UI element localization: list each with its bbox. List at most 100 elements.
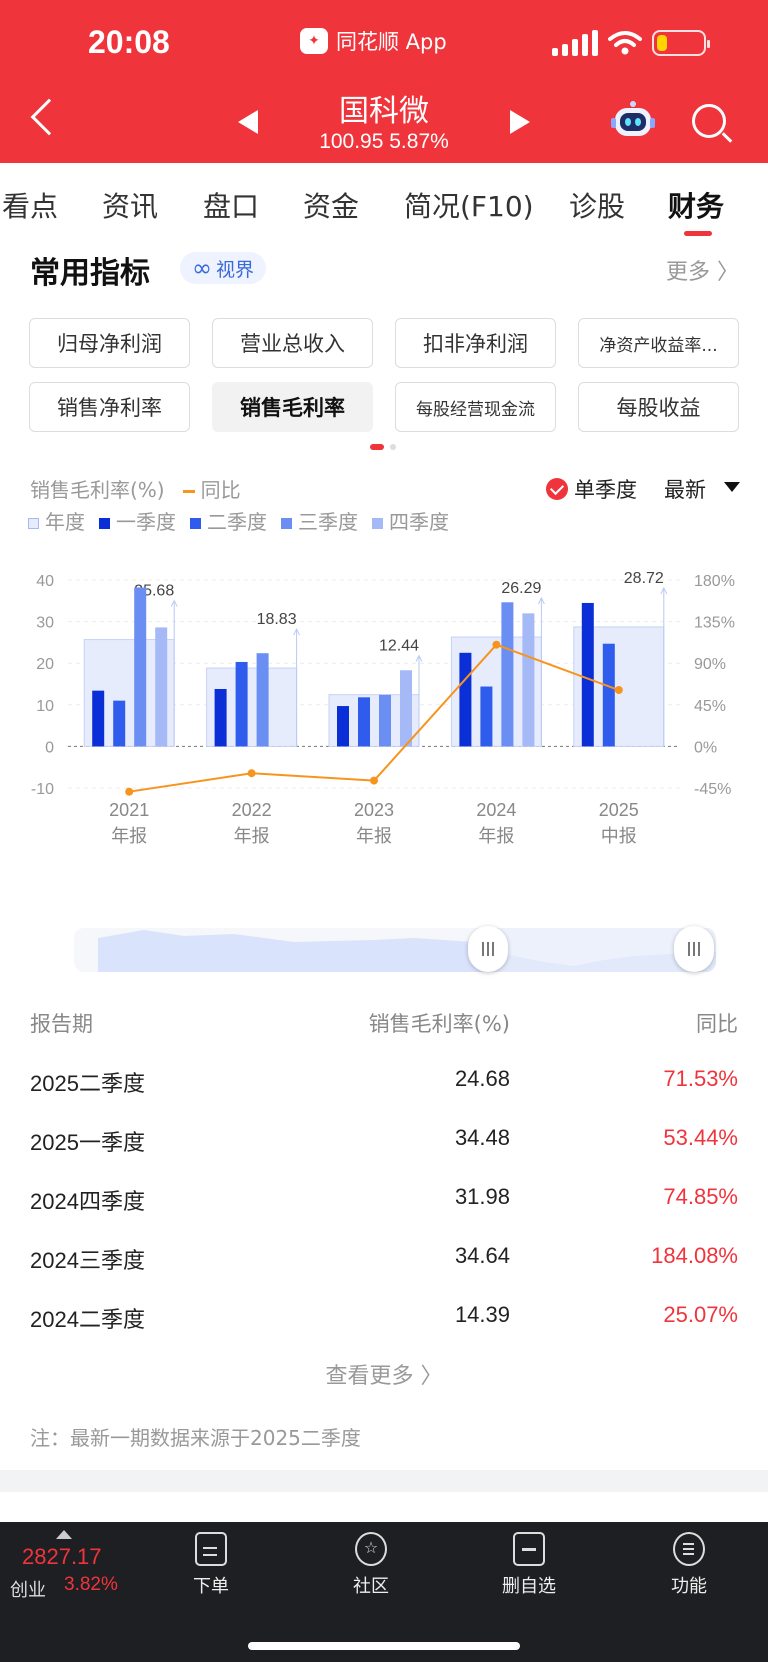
x-tick-label-period: 中报 [601, 826, 637, 847]
chip-eps[interactable]: 每股收益 [578, 382, 739, 432]
nav-remove-watchlist-label: 删自选 [502, 1576, 556, 1597]
quarter-bar-2 [113, 700, 126, 747]
range-slider[interactable] [74, 928, 716, 972]
chip-revenue[interactable]: 营业总收入 [212, 318, 373, 368]
wifi-icon [608, 31, 642, 55]
single-quarter-toggle[interactable]: 单季度 [546, 474, 637, 504]
row-value: 24.68 [454, 1066, 510, 1091]
quarter-bar-1 [581, 602, 594, 747]
chip-operating-cashflow[interactable]: 每股经营现金流 [395, 382, 556, 432]
row-period: 2024二季度 [30, 1307, 145, 1332]
x-tick-label-period: 年报 [234, 826, 270, 847]
chip-net-margin[interactable]: 销售净利率 [29, 382, 190, 432]
y-tick-label-left: 40 [36, 573, 54, 590]
nav-community-label: 社区 [353, 1576, 389, 1597]
quarter-bar-1 [459, 652, 472, 747]
bottom-nav-bar: 2827.17 创业 3.82% 下单 ☆ 社区 删自选 功能 [0, 1522, 768, 1662]
document-icon [195, 1532, 227, 1566]
yoy-point [614, 686, 623, 695]
yoy-point [370, 776, 378, 785]
robot-assistant-icon[interactable] [610, 100, 656, 140]
row-yoy: 74.85% [663, 1184, 738, 1209]
chart-legend-top: 销售毛利率(%) 同比 [30, 474, 241, 503]
legend-annual: 年度 [28, 506, 85, 535]
annual-data-label: 18.83 [257, 611, 297, 628]
yoy-point [492, 640, 501, 649]
tab-news[interactable]: 资讯 [102, 190, 159, 223]
stock-name: 国科微 [339, 94, 429, 129]
index-value[interactable]: 2827.17 [22, 1544, 102, 1569]
status-time: 20:08 [88, 24, 170, 60]
annual-marker-arrow [660, 586, 668, 595]
tab-finance[interactable]: 财务 [668, 190, 725, 223]
row-yoy: 53.44% [663, 1125, 738, 1150]
x-tick-label-year: 2022 [232, 800, 272, 820]
status-app: ✦ 同花顺 App [300, 26, 447, 56]
row-period: 2025二季度 [30, 1071, 145, 1096]
tab-profile[interactable]: 简况(F10) [404, 190, 534, 223]
row-value: 31.98 [454, 1184, 510, 1209]
quarter-bar-2 [235, 661, 248, 747]
x-tick-label-year: 2021 [109, 800, 149, 820]
nav-community[interactable]: ☆ 社区 [326, 1532, 416, 1598]
legend-q1: 一季度 [99, 506, 176, 535]
quarter-bar-3 [134, 587, 147, 747]
tab-orderbook[interactable]: 盘口 [203, 190, 260, 223]
caret-down-icon[interactable] [724, 482, 740, 492]
y-tick-label-right: 135% [694, 615, 735, 632]
stock-quote: 100.95 5.87% [319, 130, 449, 153]
legend-q3: 三季度 [281, 506, 358, 535]
quarter-bar-2 [358, 697, 370, 747]
prev-stock-icon[interactable] [238, 110, 258, 134]
x-tick-label-year: 2023 [354, 800, 394, 820]
annual-data-label: 28.72 [624, 570, 664, 587]
chip-gross-margin[interactable]: 销售毛利率 [212, 382, 373, 432]
y-tick-label-right: -45% [694, 781, 731, 798]
row-yoy: 25.07% [663, 1302, 738, 1327]
next-stock-icon[interactable] [510, 110, 530, 134]
status-app-name: 同花顺 App [336, 30, 447, 54]
view-more-link[interactable]: 查看更多 〉 [325, 1364, 443, 1389]
yoy-point [125, 787, 134, 796]
quarter-bar-3 [256, 653, 269, 747]
section-divider [0, 1470, 768, 1492]
tab-highlights[interactable]: 看点 [2, 190, 59, 223]
range-handle-left[interactable] [468, 926, 508, 972]
tab-diagnosis[interactable]: 诊股 [569, 190, 626, 223]
row-period: 2024四季度 [30, 1189, 145, 1214]
checkmark-icon [546, 478, 568, 500]
annual-marker-arrow [293, 627, 301, 636]
data-source-note: 注：最新一期数据来源于2025二季度 [30, 1426, 361, 1450]
search-icon[interactable] [692, 104, 726, 138]
home-indicator[interactable] [248, 1642, 520, 1650]
more-link[interactable]: 更多 〉 [666, 260, 739, 285]
single-quarter-label: 单季度 [574, 478, 637, 502]
x-tick-label-period: 年报 [111, 826, 147, 847]
community-star-icon: ☆ [355, 1532, 387, 1566]
nav-remove-watchlist[interactable]: 删自选 [484, 1532, 574, 1598]
tab-capital[interactable]: 资金 [303, 190, 360, 223]
nav-functions[interactable]: 功能 [644, 1532, 734, 1598]
y-tick-label-left: 30 [36, 615, 54, 632]
range-handle-right[interactable] [674, 926, 714, 972]
row-yoy: 71.53% [663, 1066, 738, 1091]
chip-roe[interactable]: 净资产收益率... [578, 318, 739, 368]
nav-order[interactable]: 下单 [166, 1532, 256, 1598]
annual-data-label: 12.44 [379, 638, 419, 655]
range-slider-preview [98, 928, 716, 972]
row-period: 2025一季度 [30, 1130, 145, 1155]
index-name[interactable]: 创业 [10, 1580, 46, 1601]
latest-dropdown[interactable]: 最新 [664, 478, 706, 502]
quarter-bar-1 [337, 706, 349, 747]
infinity-icon: ∞ [192, 254, 212, 282]
index-percent[interactable]: 3.82% [64, 1574, 118, 1595]
active-tab-indicator [684, 231, 712, 236]
chip-deducted-profit[interactable]: 扣非净利润 [395, 318, 556, 368]
table-header-period: 报告期 [30, 1012, 93, 1036]
row-value: 34.48 [454, 1125, 510, 1150]
table-header-value: 销售毛利率(%) [368, 1012, 510, 1036]
annual-marker-arrow [537, 596, 545, 605]
chip-net-profit[interactable]: 归母净利润 [29, 318, 190, 368]
vision-badge[interactable]: ∞ 视界 [180, 252, 267, 284]
chart-legend-quarters: 年度 一季度 二季度 三季度 四季度 [28, 506, 449, 535]
